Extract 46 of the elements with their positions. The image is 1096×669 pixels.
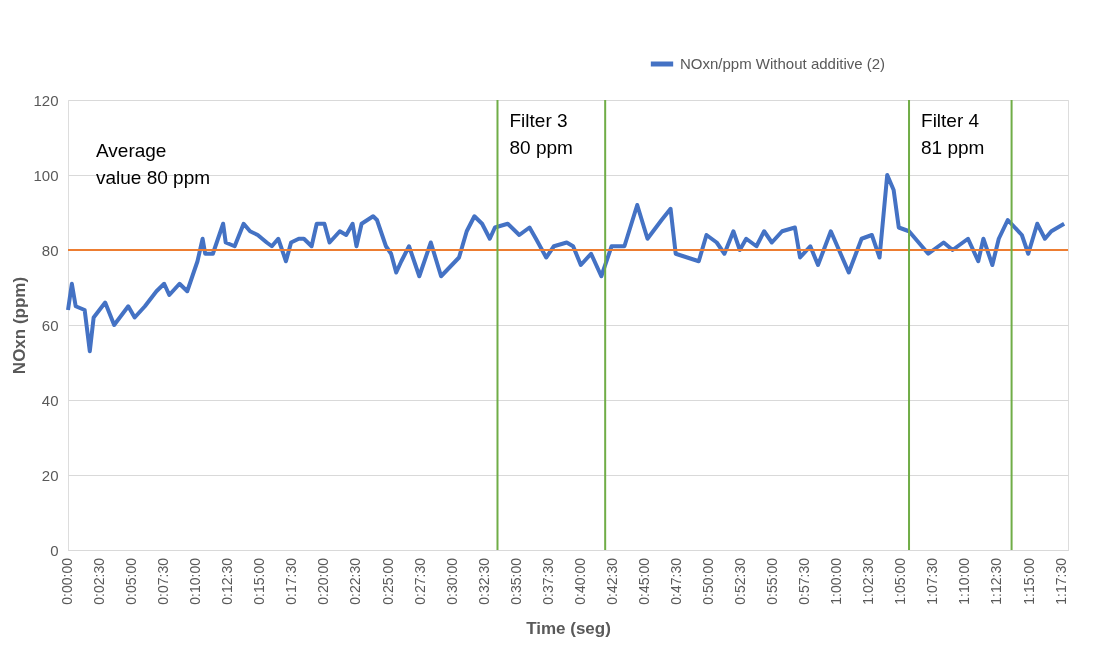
x-tick-label: 0:27:30 (411, 557, 428, 605)
x-tick-label: 0:25:00 (379, 557, 396, 605)
x-tick-label: 0:55:00 (764, 557, 781, 605)
x-tick-label: 0:15:00 (251, 557, 268, 605)
x-tick-label: 0:22:30 (347, 557, 364, 605)
x-tick-label: 0:12:30 (219, 557, 236, 605)
x-tick-label: 1:12:30 (988, 557, 1005, 605)
ref-line-label: Filter 3 80 ppm (509, 110, 573, 158)
y-tick-label: 20 (41, 466, 59, 484)
x-tick-label: 0:35:00 (507, 557, 524, 605)
ref-line-label: Filter 4 81 ppm (921, 110, 985, 158)
x-axis-title: Time (seg) (526, 618, 611, 638)
x-tick-label: 1:00:00 (828, 557, 845, 605)
x-tick-label: 0:42:30 (603, 557, 620, 605)
x-tick-label: 0:00:00 (59, 557, 75, 605)
x-tick-label: 0:02:30 (91, 557, 108, 605)
y-tick-label: 40 (41, 391, 59, 409)
x-tick-label: 1:07:30 (924, 557, 941, 605)
x-tick-label: 1:05:00 (892, 557, 909, 605)
y-tick-label: 120 (33, 91, 59, 109)
y-axis-title: NOxn (ppm) (10, 276, 30, 375)
x-tick-label: 0:45:00 (635, 557, 652, 605)
annotation: Average value 80 ppm (96, 140, 211, 188)
x-tick-label: 0:37:30 (539, 557, 556, 605)
x-tick-label: 1:02:30 (860, 557, 877, 605)
x-tick-label: 1:10:00 (956, 557, 973, 605)
x-tick-label: 0:20:00 (315, 557, 332, 605)
line-series (66, 173, 1067, 354)
x-tick-label: 0:32:30 (475, 557, 492, 605)
x-tick-label: 1:17:30 (1052, 557, 1069, 605)
x-tick-label: 0:40:00 (571, 557, 588, 605)
y-tick-label: 100 (33, 166, 59, 184)
legend-label: NOxn/ppm Without additive (2) (680, 55, 886, 72)
y-tick-label: 60 (41, 316, 59, 334)
x-tick-label: 0:10:00 (187, 557, 204, 605)
x-tick-label: 0:05:00 (123, 557, 140, 605)
y-tick-label: 0 (50, 541, 59, 559)
x-tick-label: 0:07:30 (155, 557, 172, 605)
y-tick-label: 80 (41, 241, 59, 259)
x-tick-label: 0:17:30 (283, 557, 300, 605)
x-tick-label: 0:57:30 (796, 557, 813, 605)
x-tick-label: 0:30:00 (443, 557, 460, 605)
x-tick-label: 0:47:30 (667, 557, 684, 605)
x-tick-label: 0:52:30 (732, 557, 749, 605)
x-tick-label: 0:50:00 (700, 557, 717, 605)
x-tick-label: 1:15:00 (1020, 557, 1037, 605)
